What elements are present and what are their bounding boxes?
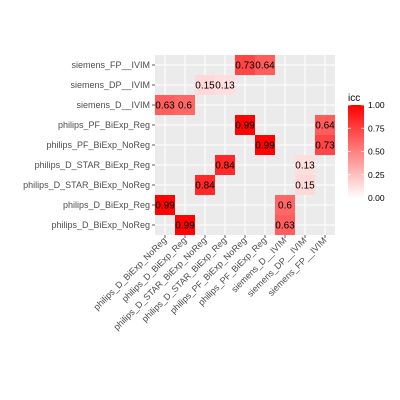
cell-value-label: 0.63 [275,221,295,232]
x-axis-ticks: philips_D_BiExp_NoRegphilips_D_BiExp_Reg… [92,235,328,332]
y-tick-label-siemens-fp-ivim: siemens_FP__IVIM [71,60,150,70]
cell-value-label: 0.73 [315,141,335,152]
y-axis-ticks: siemens_FP__IVIM siemens_DP__IVIM siemens_… [23,60,155,230]
legend-title: icc [348,93,360,104]
legend-ticks: 0.00 0.25 0.50 0.75 1.00 [348,100,385,203]
legend-tick-label: 0.75 [368,123,385,133]
y-tick-label-philips-pf-biexp-noreg: philips_PF_BiExp_NoReg [46,140,150,150]
y-tick-label-philips-d-biexp-reg: philips_D_BiExp_Reg [63,200,150,210]
heatmap-cell [275,215,295,235]
cell-value-label: 0.73 [235,61,255,72]
cell-value-label: 0.64 [255,61,275,72]
heatmap-cell [175,95,195,115]
heatmap-cell [315,135,335,155]
cell-value-label: 0.6 [178,101,192,112]
cell-value-label: 0.99 [155,201,175,212]
cell-value-label: 0.63 [155,101,175,112]
y-tick-label-philips-d-biexp-noreg: philips_D_BiExp_NoReg [51,220,150,230]
legend-colorbar [348,105,364,198]
heatmap-cell [295,175,315,195]
heatmap-cell [255,55,275,75]
heatmap-cell [175,215,195,235]
cell-value-labels: 0.73 0.640.15 0.130.63 0.60.99 0.640.99 0.730… [155,61,335,232]
heatmap-cell [255,135,275,155]
legend-tick-label: 1.00 [368,100,385,110]
heatmap-cells [155,55,335,235]
heatmap-cell [155,195,175,215]
heatmap-cell [295,155,315,175]
y-tick-label-siemens-d-ivim: siemens_D__IVIM [76,100,150,110]
heatmap-cell [235,115,255,135]
cell-value-label: 0.84 [195,181,215,192]
cell-value-label: 0.13 [215,81,235,92]
cell-value-label: 0.99 [255,141,275,152]
heatmap-cell [195,75,215,95]
heatmap-cell [215,75,235,95]
legend: icc 0.00 0.25 0.50 0.75 1.00 [348,93,385,203]
cell-value-label: 0.64 [315,121,335,132]
y-tick-label-siemens-dp-ivim: siemens_DP__IVIM [70,80,150,90]
legend-tick-label: 0.50 [368,147,385,157]
cell-value-label: 0.99 [235,121,255,132]
heatmap-cell [315,115,335,135]
heatmap-cell [155,95,175,115]
y-tick-label-philips-d-star-biexp-noreg: philips_D_STAR_BiExp_NoReg [23,180,150,190]
legend-tick-label: 0.00 [368,193,385,203]
cell-value-label: 0.15 [295,181,315,192]
cell-value-label: 0.6 [278,201,292,212]
legend-tick-label: 0.25 [368,170,385,180]
y-tick-label-philips-pf-biexp-reg: philips_PF_BiExp_Reg [58,120,150,130]
cell-value-label: 0.15 [195,81,215,92]
y-tick-label-philips-d-star-biexp-reg: philips_D_STAR_BiExp_Reg [35,160,150,170]
cell-value-label: 0.13 [295,161,315,172]
heatmap-cell [235,55,255,75]
heatmap-cell [195,175,215,195]
heatmap-cell [215,155,235,175]
cell-value-label: 0.84 [215,161,235,172]
heatmap-cell [275,195,295,215]
cell-value-label: 0.99 [175,221,195,232]
